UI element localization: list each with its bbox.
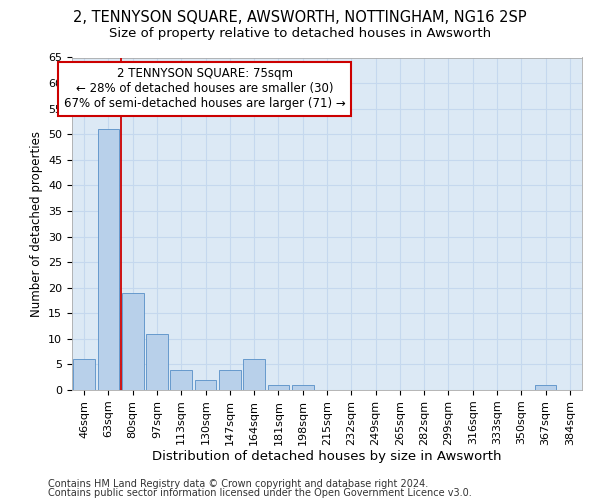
Text: 2, TENNYSON SQUARE, AWSWORTH, NOTTINGHAM, NG16 2SP: 2, TENNYSON SQUARE, AWSWORTH, NOTTINGHAM… [73, 10, 527, 25]
Bar [170, 370, 192, 390]
Bar [243, 360, 265, 390]
Bar [268, 385, 289, 390]
Bar [97, 129, 119, 390]
X-axis label: Distribution of detached houses by size in Awsworth: Distribution of detached houses by size … [152, 450, 502, 464]
Bar [73, 360, 95, 390]
Text: 2 TENNYSON SQUARE: 75sqm
← 28% of detached houses are smaller (30)
67% of semi-d: 2 TENNYSON SQUARE: 75sqm ← 28% of detach… [64, 68, 346, 110]
Bar [146, 334, 168, 390]
Y-axis label: Number of detached properties: Number of detached properties [29, 130, 43, 317]
Bar [292, 385, 314, 390]
Text: Contains public sector information licensed under the Open Government Licence v3: Contains public sector information licen… [48, 488, 472, 498]
Bar [122, 293, 143, 390]
Text: Contains HM Land Registry data © Crown copyright and database right 2024.: Contains HM Land Registry data © Crown c… [48, 479, 428, 489]
Bar [219, 370, 241, 390]
Bar [194, 380, 217, 390]
Text: Size of property relative to detached houses in Awsworth: Size of property relative to detached ho… [109, 28, 491, 40]
Bar [535, 385, 556, 390]
